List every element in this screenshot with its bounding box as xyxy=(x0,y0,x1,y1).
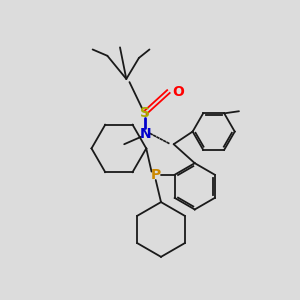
Text: N: N xyxy=(140,127,151,141)
Text: O: O xyxy=(172,85,184,99)
Text: P: P xyxy=(151,168,161,182)
Text: S: S xyxy=(140,106,150,120)
